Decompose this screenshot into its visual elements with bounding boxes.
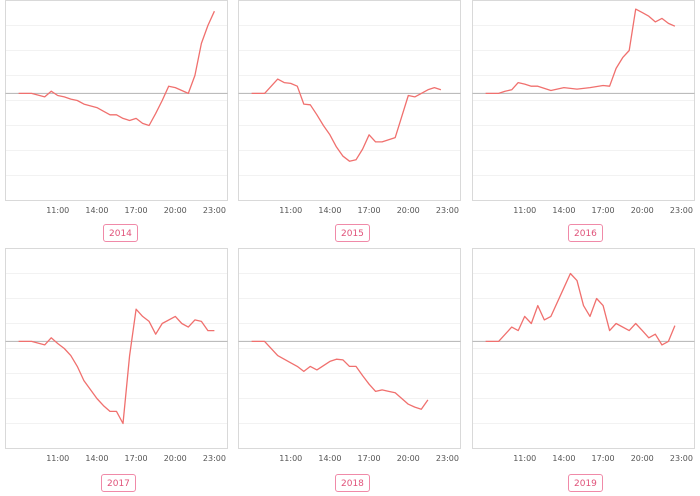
x-tick-label: 23:00: [203, 206, 226, 215]
x-tick-label: 23:00: [670, 206, 693, 215]
x-tick-label: 20:00: [397, 454, 420, 463]
x-tick-label: 17:00: [358, 206, 381, 215]
chart-2018: 11:00 14:00 17:00 20:00 23:00: [238, 248, 461, 463]
x-tick-label: 11:00: [46, 454, 69, 463]
panel-2018: 11:00 14:00 17:00 20:00 23:00 2018: [238, 248, 463, 496]
year-button-2014[interactable]: 2014: [103, 224, 138, 242]
year-button-2018[interactable]: 2018: [335, 474, 370, 492]
panel-2014: 11:00 14:00 17:00 20:00 23:00 2014: [5, 0, 230, 248]
series-line: [18, 10, 215, 127]
plot-frame: [472, 248, 695, 449]
x-tick-label: 20:00: [164, 206, 187, 215]
x-tick-label: 14:00: [85, 454, 108, 463]
x-tick-label: 17:00: [358, 454, 381, 463]
x-tick-label: 14:00: [552, 454, 575, 463]
year-button-2017[interactable]: 2017: [101, 474, 136, 492]
series-line: [18, 308, 215, 425]
chart-2017: 11:00 14:00 17:00 20:00 23:00: [5, 248, 228, 463]
x-tick-label: 20:00: [631, 206, 654, 215]
panel-2015: 11:00 14:00 17:00 20:00 23:00 2015: [238, 0, 463, 248]
plot-frame: [238, 248, 461, 449]
x-tick-label: 14:00: [318, 454, 341, 463]
series-line: [485, 8, 676, 95]
plot-frame: [5, 0, 228, 201]
year-button-2015[interactable]: 2015: [335, 224, 370, 242]
x-tick-label: 23:00: [436, 454, 459, 463]
x-tick-label: 14:00: [552, 206, 575, 215]
chart-2019: 11:00 14:00 17:00 20:00 23:00: [472, 248, 695, 463]
year-button-2019[interactable]: 2019: [568, 474, 603, 492]
x-tick-label: 11:00: [279, 206, 302, 215]
x-tick-label: 17:00: [592, 454, 615, 463]
x-tick-label: 20:00: [164, 454, 187, 463]
series-line: [251, 78, 442, 162]
x-tick-label: 20:00: [631, 454, 654, 463]
plot-frame: [238, 0, 461, 201]
x-tick-label: 23:00: [670, 454, 693, 463]
x-tick-label: 17:00: [125, 454, 148, 463]
plot-frame: [472, 0, 695, 201]
x-tick-label: 23:00: [436, 206, 459, 215]
panel-2019: 11:00 14:00 17:00 20:00 23:00 2019: [472, 248, 697, 496]
x-tick-label: 11:00: [46, 206, 69, 215]
x-tick-label: 11:00: [513, 206, 536, 215]
x-tick-label: 23:00: [203, 454, 226, 463]
series-line: [485, 272, 676, 346]
x-tick-label: 17:00: [592, 206, 615, 215]
chart-2015: 11:00 14:00 17:00 20:00 23:00: [238, 0, 461, 215]
plot-frame: [5, 248, 228, 449]
panel-2017: 11:00 14:00 17:00 20:00 23:00 2017: [5, 248, 230, 496]
x-tick-label: 11:00: [513, 454, 536, 463]
x-tick-label: 20:00: [397, 206, 420, 215]
panel-2016: 11:00 14:00 17:00 20:00 23:00 2016: [472, 0, 697, 248]
year-button-2016[interactable]: 2016: [568, 224, 603, 242]
x-tick-label: 14:00: [318, 206, 341, 215]
chart-2014: 11:00 14:00 17:00 20:00 23:00: [5, 0, 228, 215]
series-line: [251, 340, 429, 410]
chart-2016: 11:00 14:00 17:00 20:00 23:00: [472, 0, 695, 215]
x-tick-label: 17:00: [125, 206, 148, 215]
x-tick-label: 14:00: [85, 206, 108, 215]
x-tick-label: 11:00: [279, 454, 302, 463]
